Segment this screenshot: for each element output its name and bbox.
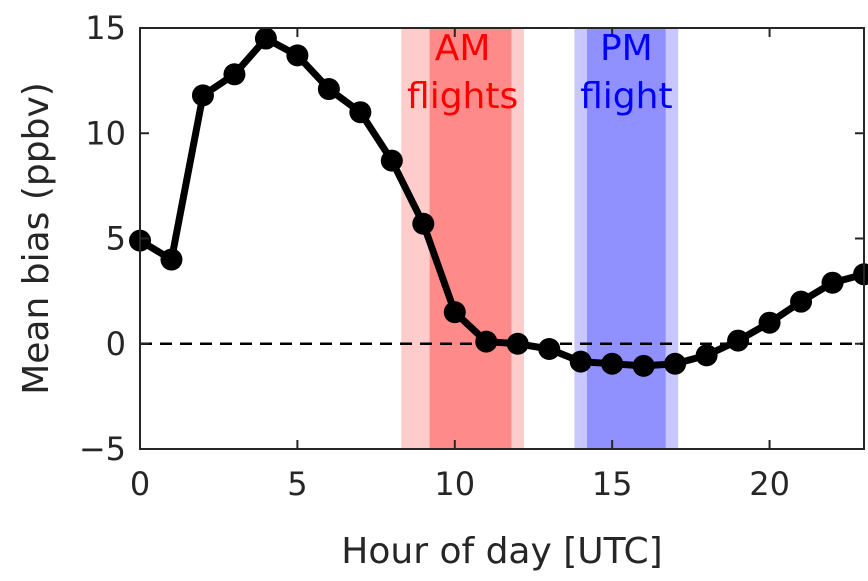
x-tick-label-0: 0 [130, 465, 150, 503]
series-0-point-7 [349, 101, 372, 124]
x-tick-label-5: 5 [287, 465, 307, 503]
series-0-point-6 [317, 78, 340, 101]
band-1-inner [586, 28, 666, 449]
series-0-point-4 [254, 27, 277, 50]
y-tick-label-5: 5 [106, 220, 126, 258]
series-0-point-22 [821, 271, 844, 294]
series-0-point-21 [790, 290, 813, 313]
x-tick-label-10: 10 [434, 465, 475, 503]
series-0-point-15 [601, 352, 624, 375]
series-0-point-3 [223, 63, 246, 86]
y-tick-label-0: 0 [106, 325, 126, 363]
series-0-point-13 [538, 338, 561, 361]
series-0-point-5 [286, 44, 309, 67]
series-0-point-8 [380, 149, 403, 172]
series-0-point-10 [443, 301, 466, 324]
series-0-point-23 [853, 263, 868, 286]
series-0-point-17 [664, 352, 687, 375]
band-0-inner [429, 28, 512, 449]
series-0-point-11 [475, 330, 498, 353]
y-tick-label--5: −5 [79, 430, 126, 468]
band-1-label-line-1: flight [580, 76, 672, 117]
band-labels: AM flights PM flight [407, 28, 673, 117]
y-tick-label-10: 10 [85, 114, 126, 152]
series-0-point-16 [632, 354, 655, 377]
band-0-label-line-0: AM [435, 28, 491, 69]
series-0-point-9 [412, 212, 435, 235]
y-axis-label: Mean bias (ppbv) [16, 82, 57, 395]
series-0-point-1 [160, 248, 183, 271]
x-tick-label-20: 20 [749, 465, 790, 503]
series-0-point-12 [506, 332, 529, 355]
band-1-label-line-0: PM [600, 28, 653, 69]
y-tick-label-15: 15 [85, 9, 126, 47]
band-0-label-line-1: flights [407, 76, 518, 117]
series-layer [129, 27, 868, 377]
x-axis-label: Hour of day [UTC] [341, 531, 662, 572]
series-0-point-14 [569, 350, 592, 373]
series-0-point-19 [727, 329, 750, 352]
series-0-point-18 [695, 344, 718, 367]
series-0-point-20 [758, 311, 781, 334]
flight-bands [401, 28, 679, 449]
x-tick-label-15: 15 [592, 465, 633, 503]
series-0-point-2 [191, 84, 214, 107]
